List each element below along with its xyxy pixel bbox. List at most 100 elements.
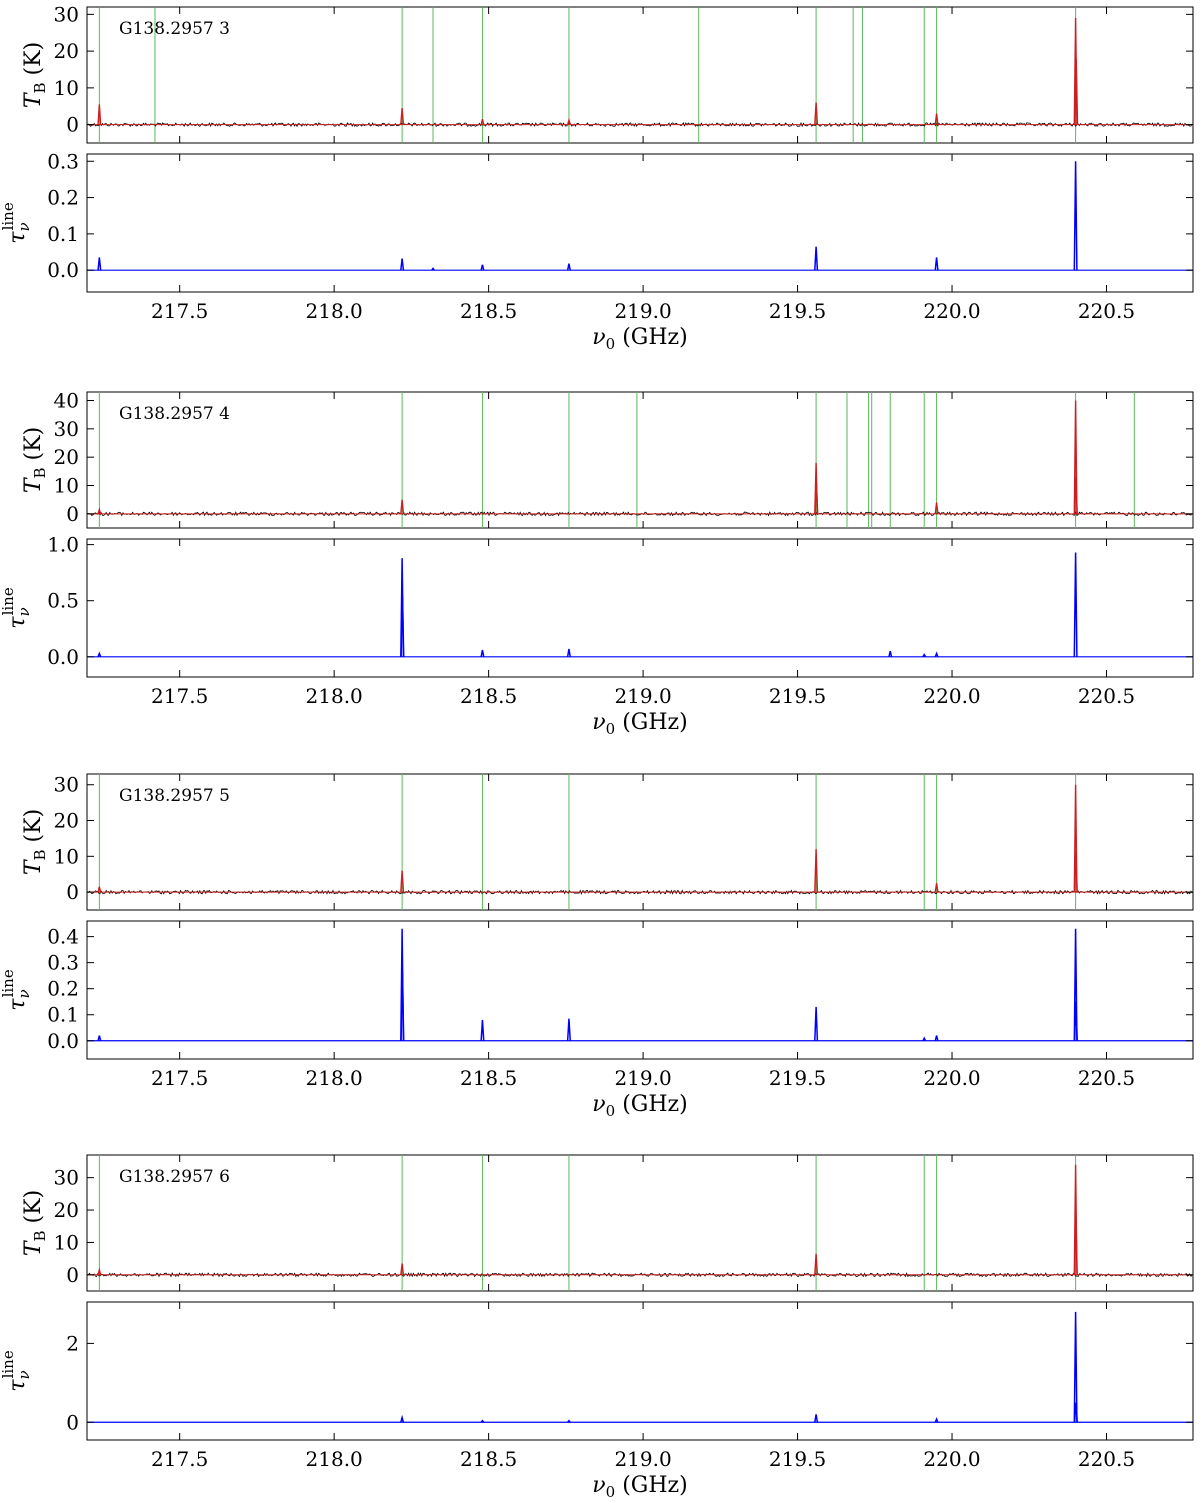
panel-title: G138.2957 4 [119, 404, 230, 424]
tb-peak [1073, 852, 1078, 893]
x-tick-label: 220.0 [923, 299, 980, 323]
tau-y-tick-label: 0.3 [47, 149, 79, 173]
tau-peak [566, 648, 571, 657]
x-tick-label: 220.0 [923, 1066, 980, 1090]
x-tick-label: 219.5 [769, 1447, 826, 1471]
x-axis-label: ν0 (GHz) [592, 1473, 687, 1501]
tau-peak [567, 1419, 571, 1423]
tau-peak [97, 651, 102, 658]
tau-peak [934, 1035, 939, 1041]
x-tick-label: 217.5 [151, 1447, 208, 1471]
tau-peak [480, 1019, 485, 1041]
tb-axis-label: TB (K) [21, 809, 49, 875]
x-tick-label: 220.5 [1078, 1066, 1135, 1090]
panel-group-4: 0 10 20 30 G138.2957 6 TB (K) 0 2 217.5 218.0 218.… [0, 1154, 1194, 1501]
x-tick-label: 220.5 [1078, 299, 1135, 323]
tb-y-tick-label: 30 [54, 2, 79, 26]
tb-axis-label: TB (K) [21, 427, 49, 493]
x-tick-label: 218.5 [460, 1447, 517, 1471]
tb-peak [934, 113, 939, 125]
tb-axis-label: TB (K) [21, 42, 49, 108]
tau-peak [480, 264, 485, 271]
tau-peak [97, 1035, 102, 1041]
x-axis-label: ν0 (GHz) [592, 710, 687, 738]
x-tick-label: 220.0 [923, 684, 980, 708]
tb-axes-frame [86, 1154, 1194, 1292]
x-tick-label: 217.5 [151, 299, 208, 323]
x-tick-label: 219.5 [769, 299, 826, 323]
tau-peak [400, 1414, 405, 1423]
tau-peak [814, 1006, 819, 1041]
tb-y-tick-label: 20 [54, 445, 79, 469]
x-tick-label: 218.5 [460, 299, 517, 323]
tb-y-tick-label: 0 [66, 502, 79, 526]
panel-group-1: 0 10 20 30 G138.2957 3 TB (K) 0.0 0.1 0.2 0.3 217.… [0, 2, 1194, 353]
tb-y-tick-label: 0 [66, 1263, 79, 1287]
tb-y-tick-label: 10 [54, 76, 79, 100]
tau-peak [814, 1414, 819, 1423]
tau-peak [431, 267, 435, 271]
tb-peak [97, 104, 102, 125]
tau-axes-frame [86, 538, 1194, 678]
tau-axis-label: τνline [0, 1350, 33, 1392]
tau-peak [814, 246, 819, 271]
tb-peak [1074, 58, 1079, 125]
tb-y-tick-label: 10 [54, 474, 79, 498]
tb-peak [1073, 476, 1078, 514]
tau-y-tick-label: 1.0 [47, 533, 79, 557]
tb-peak [400, 108, 405, 125]
tau-peak [934, 1417, 939, 1423]
tb-y-tick-label: 30 [54, 773, 79, 797]
tb-peak [814, 102, 819, 125]
tau-y-tick-label: 0.0 [47, 645, 79, 669]
x-tick-label: 218.0 [306, 1066, 363, 1090]
tau-y-tick-label: 2 [66, 1331, 79, 1355]
panel-title: G138.2957 6 [119, 1167, 230, 1187]
tb-y-tick-label: 0 [66, 880, 79, 904]
tb-y-tick-label: 20 [54, 809, 79, 833]
tau-peak [480, 649, 485, 657]
x-tick-label: 217.5 [151, 684, 208, 708]
x-tick-label: 219.0 [614, 1447, 671, 1471]
tau-peak [1073, 1311, 1078, 1423]
tb-y-tick-label: 10 [54, 844, 79, 868]
x-tick-label: 219.5 [769, 684, 826, 708]
x-tick-label: 218.0 [306, 684, 363, 708]
tau-axes-frame [86, 1301, 1194, 1441]
panel-title: G138.2957 5 [119, 786, 230, 806]
tau-peak [480, 1419, 485, 1423]
tb-peak [934, 502, 939, 514]
tau-peak [566, 263, 571, 271]
tb-y-tick-label: 10 [54, 1230, 79, 1254]
tb-peak [814, 849, 819, 893]
tb-y-tick-label: 30 [54, 417, 79, 441]
x-axis-label: ν0 (GHz) [592, 325, 687, 353]
tb-y-tick-label: 40 [54, 389, 79, 413]
tb-peak [1073, 400, 1078, 514]
tau-y-tick-label: 0.1 [47, 222, 79, 246]
tb-y-tick-label: 30 [54, 1166, 79, 1190]
tau-peak [97, 257, 102, 271]
tb-y-tick-label: 20 [54, 1198, 79, 1222]
tau-peak [400, 595, 405, 657]
tau-y-tick-label: 0.2 [47, 186, 79, 210]
tau-peak [1073, 1402, 1078, 1423]
tau-y-tick-label: 0.0 [47, 258, 79, 282]
panel-group-3: 0 10 20 30 G138.2957 5 TB (K) 0.00.10.20.30.4 2… [0, 773, 1194, 1120]
tau-peak [400, 258, 405, 271]
tau-peak [934, 257, 939, 271]
tau-axis-label: τνline [0, 969, 33, 1011]
tb-peak [97, 507, 102, 515]
tau-y-tick-label: 0.3 [47, 951, 79, 975]
panel-group-2: 0 10 20 30 40 G138.2957 4 TB (K) 0.0 0.5 1.0 217.5… [0, 389, 1194, 738]
tb-y-tick-label: 0 [66, 113, 79, 137]
tau-y-tick-label: 0.4 [47, 925, 79, 949]
tau-peak [934, 651, 939, 658]
tau-axis-label: τνline [0, 202, 33, 244]
tb-peak [566, 117, 571, 125]
tau-peak [922, 653, 927, 658]
tau-peak [400, 973, 405, 1041]
tau-peak [566, 1018, 571, 1041]
tb-axes-frame [86, 773, 1194, 911]
tau-peak [1073, 1001, 1078, 1041]
